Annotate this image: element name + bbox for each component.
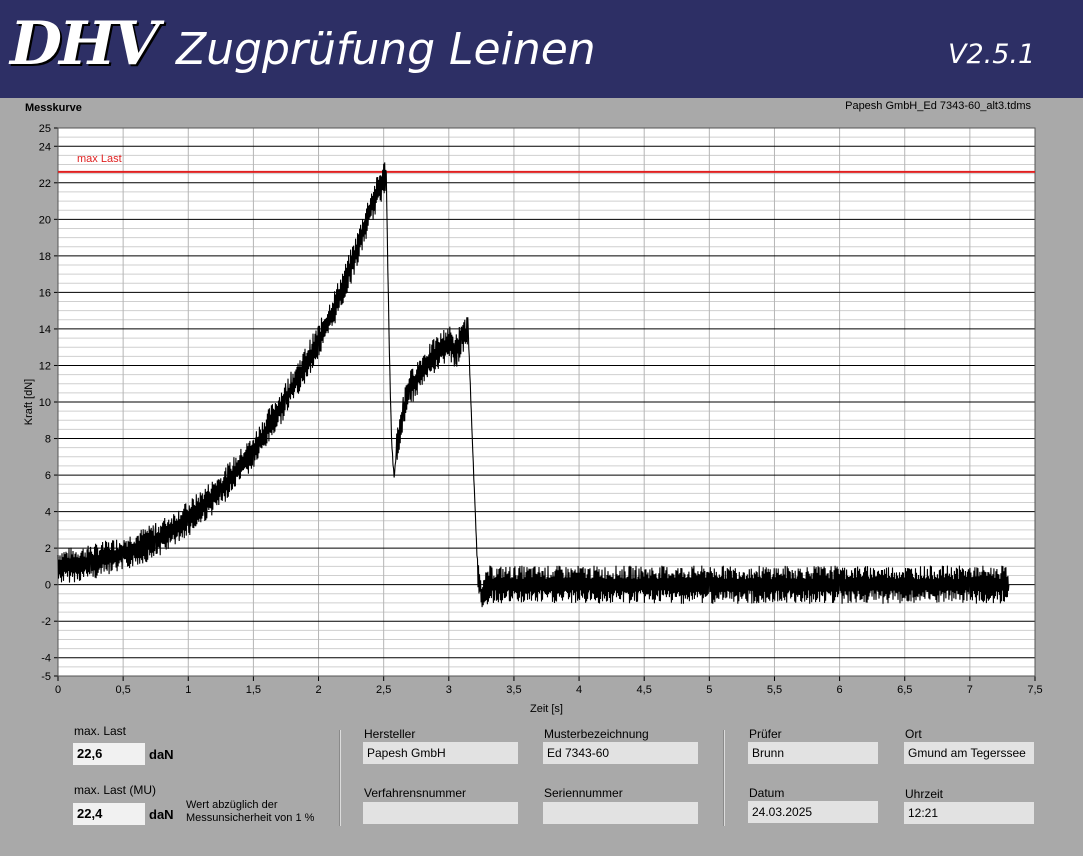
x-tick-label: 4 — [576, 684, 582, 696]
max-last-label: max. Last — [74, 724, 127, 738]
plot-frame — [57, 127, 1036, 677]
musterbezeichnung-label: Musterbezeichnung — [544, 727, 649, 741]
y-tick-label: 24 — [39, 141, 51, 153]
max-last-value: 22,6 — [73, 743, 145, 765]
y-tick-label: 14 — [39, 324, 51, 336]
dhv-logo: DHV — [10, 9, 159, 79]
x-tick-label: 3 — [446, 684, 452, 696]
max-load-label: max Last — [77, 153, 122, 165]
x-tick-label: 5,5 — [767, 684, 782, 696]
y-tick-label: -4 — [41, 653, 51, 665]
y-tick-label: 12 — [39, 360, 51, 372]
y-tick-label: 2 — [45, 543, 51, 555]
y-tick-label: 25 — [39, 123, 51, 135]
y-tick-label: 18 — [39, 251, 51, 263]
mu-note-line2: Messunsicherheit von 1 % — [186, 812, 315, 824]
x-tick-label: 7 — [967, 684, 973, 696]
x-tick-label: 6,5 — [897, 684, 912, 696]
y-tick-label: -2 — [41, 616, 51, 628]
seriennummer-label: Seriennummer — [544, 786, 623, 800]
max-last-mu-label: max. Last (MU) — [74, 783, 157, 797]
y-tick-label: 6 — [45, 470, 51, 482]
force-time-chart: 0 0,5 1 1,5 2 2,5 3 3,5 4 4,5 5 5,5 6 6,5 7 7,5 -5 -4 -2 0 2… — [23, 123, 1043, 715]
hersteller-field[interactable]: Papesh GmbH — [363, 742, 518, 764]
version-label: V2.5.1 — [948, 39, 1036, 70]
mu-note-line1: Wert abzüglich der — [186, 799, 278, 811]
y-axis-label: Kraft [dN] — [23, 379, 35, 425]
x-tick-label: 1 — [185, 684, 191, 696]
y-tick-label: 20 — [39, 214, 51, 226]
ort-label: Ort — [905, 727, 922, 741]
app-header: DHV Zugprüfung Leinen V2.5.1 — [0, 0, 1083, 98]
max-last-mu-value: 22,4 — [73, 803, 145, 825]
x-tick-label: 2,5 — [376, 684, 391, 696]
separator — [723, 730, 725, 826]
chart-title: Messkurve — [25, 102, 82, 114]
file-name: Papesh GmbH_Ed 7343-60_alt3.tdms — [845, 100, 1031, 112]
datum-label: Datum — [749, 786, 785, 800]
x-tick-label: 3,5 — [506, 684, 521, 696]
app-title: Zugprüfung Leinen — [176, 24, 596, 75]
y-tick-label: -5 — [41, 671, 51, 683]
y-tick-label: 10 — [39, 397, 51, 409]
separator — [339, 730, 341, 826]
y-tick-label: 0 — [45, 580, 51, 592]
y-tick-label: 22 — [39, 178, 51, 190]
pruefer-field[interactable]: Brunn — [748, 742, 878, 764]
max-last-mu-unit: daN — [149, 807, 174, 822]
x-tick-label: 0 — [55, 684, 61, 696]
x-tick-label: 0,5 — [115, 684, 130, 696]
x-tick-label: 1,5 — [246, 684, 261, 696]
x-tick-label: 5 — [706, 684, 712, 696]
datum-field[interactable]: 24.03.2025 — [748, 801, 878, 823]
force-series-line — [57, 162, 1010, 608]
seriennummer-field[interactable] — [543, 802, 698, 824]
x-tick-label: 6 — [837, 684, 843, 696]
x-axis-label: Zeit [s] — [530, 703, 563, 715]
verfahrensnummer-label: Verfahrensnummer — [364, 786, 467, 800]
pruefer-label: Prüfer — [749, 727, 782, 741]
musterbezeichnung-field[interactable]: Ed 7343-60 — [543, 742, 698, 764]
hersteller-label: Hersteller — [364, 727, 416, 741]
uhrzeit-label: Uhrzeit — [905, 787, 944, 801]
ort-field[interactable]: Gmund am Tegerssee — [904, 742, 1034, 764]
x-tick-label: 2 — [315, 684, 321, 696]
x-tick-label: 4,5 — [637, 684, 652, 696]
uhrzeit-field[interactable]: 12:21 — [904, 802, 1034, 824]
y-tick-label: 8 — [45, 434, 51, 446]
x-tick-label: 7,5 — [1027, 684, 1042, 696]
y-tick-label: 4 — [45, 507, 51, 519]
y-tick-label: 16 — [39, 287, 51, 299]
verfahrensnummer-field[interactable] — [363, 802, 518, 824]
max-last-unit: daN — [149, 747, 174, 762]
